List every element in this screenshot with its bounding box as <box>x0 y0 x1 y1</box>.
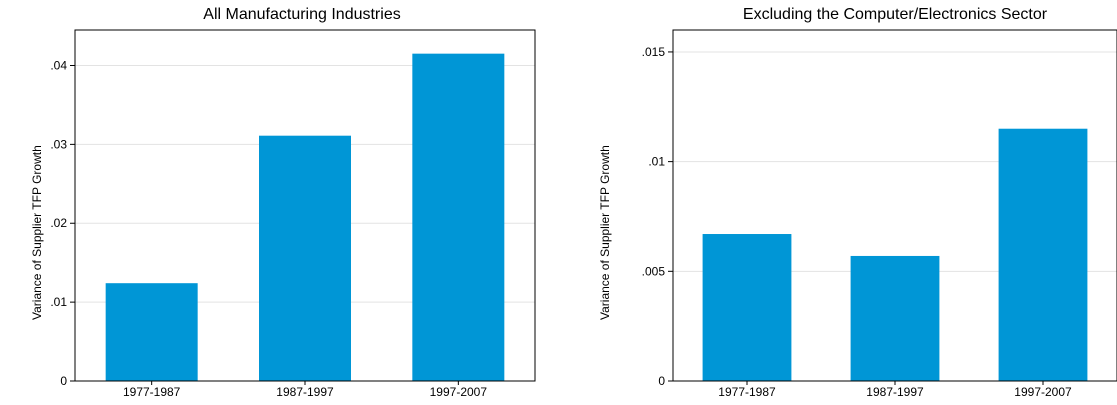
y-tick-label: .04 <box>50 58 67 72</box>
x-tick-label: 1977-1987 <box>123 385 181 399</box>
bar <box>259 135 351 381</box>
y-tick-label: .005 <box>642 264 666 278</box>
y-tick-label: .03 <box>50 137 67 151</box>
chart-panel-all-manufacturing: All Manufacturing Industries Variance of… <box>0 0 558 405</box>
bar-chart-left: 0 .01 .02 .03 .04 1977-1987 1987-1997 1997-2007 <box>50 29 536 399</box>
y-tick-label: .01 <box>50 295 67 309</box>
y-tick-label: 0 <box>60 374 67 388</box>
x-tick-label: 1997-2007 <box>430 385 488 399</box>
x-tick-label: 1977-1987 <box>718 385 776 399</box>
bar <box>702 234 792 381</box>
x-tick-label: 1987-1997 <box>276 385 334 399</box>
bar-chart-right: 0 .005 .01 .015 1977-1987 1987-1997 1997-2007 <box>642 29 1117 399</box>
chart-title: Excluding the Computer/Electronics Secto… <box>742 6 1048 23</box>
y-tick-label: .015 <box>642 45 666 59</box>
bar <box>998 128 1088 381</box>
bar <box>412 53 505 381</box>
y-tick-label: 0 <box>658 374 665 388</box>
bar <box>105 283 198 381</box>
bar <box>850 255 940 381</box>
x-tick-label: 1987-1997 <box>866 385 924 399</box>
chart-panel-excluding-computer: Excluding the Computer/Electronics Secto… <box>558 0 1117 405</box>
chart-title: All Manufacturing Industries <box>203 6 401 23</box>
y-tick-label: .01 <box>648 155 665 169</box>
x-tick-label: 1997-2007 <box>1014 385 1072 399</box>
y-tick-label: .02 <box>50 216 67 230</box>
